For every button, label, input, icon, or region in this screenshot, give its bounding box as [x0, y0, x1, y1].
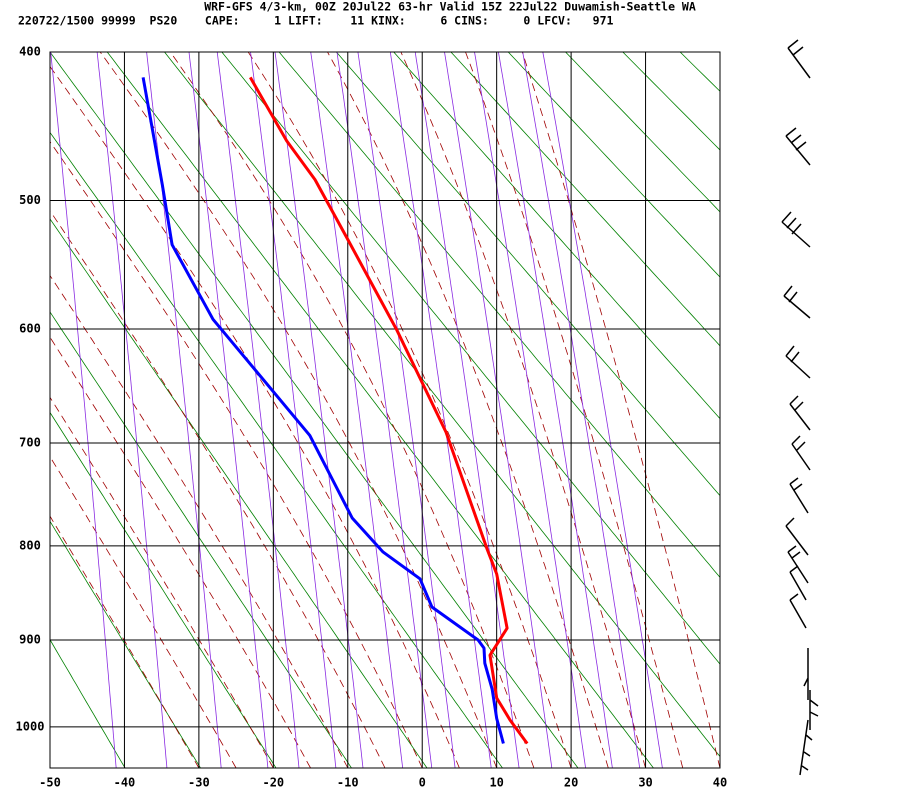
x-tick-label: 30 — [638, 776, 652, 790]
x-tick-label: -30 — [188, 776, 210, 790]
x-tick-label: 20 — [564, 776, 578, 790]
chart-subtitle: 220722/1500 99999 PS20 CAPE: 1 LIFT: 11 … — [18, 14, 614, 28]
y-tick-label: 900 — [19, 632, 41, 646]
y-tick-label: 800 — [19, 538, 41, 552]
x-tick-label: -20 — [262, 776, 284, 790]
chart-title: WRF-GFS 4/3-km, 00Z 20Jul22 63-hr Valid … — [204, 0, 696, 14]
x-tick-label: 40 — [713, 776, 727, 790]
x-tick-label: 10 — [489, 776, 503, 790]
x-tick-label: -40 — [114, 776, 136, 790]
x-tick-label: 0 — [419, 776, 426, 790]
x-tick-label: -10 — [337, 776, 359, 790]
y-tick-label: 700 — [19, 435, 41, 449]
y-tick-label: 600 — [19, 321, 41, 335]
y-tick-label: 1000 — [16, 719, 45, 733]
x-tick-label: -50 — [39, 776, 61, 790]
y-tick-label: 500 — [19, 193, 41, 207]
y-tick-label: 400 — [19, 45, 41, 59]
